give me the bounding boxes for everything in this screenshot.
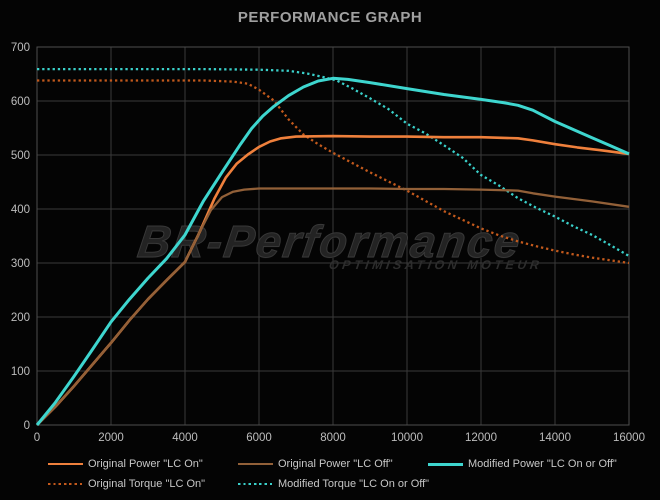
y-tick-label: 500 bbox=[11, 150, 30, 162]
x-tick-label: 16000 bbox=[613, 432, 645, 444]
x-tick-label: 0 bbox=[34, 432, 40, 444]
series-original-torque-lc-on bbox=[37, 79, 630, 265]
y-tick-label: 300 bbox=[11, 258, 30, 270]
series-original-power-lc-on bbox=[36, 134, 630, 426]
y-tick-label: 600 bbox=[11, 96, 30, 108]
x-tick-label: 14000 bbox=[539, 432, 571, 444]
series-modified-torque-lc-on-or-off bbox=[37, 67, 630, 257]
series-original-power-lc-off bbox=[36, 187, 630, 426]
x-tick-label: 6000 bbox=[246, 432, 272, 444]
y-tick-label: 0 bbox=[24, 420, 30, 432]
series-modified-power-lc-on-or-off bbox=[35, 76, 630, 426]
y-tick-label: 200 bbox=[11, 312, 30, 324]
x-tick-label: 12000 bbox=[465, 432, 497, 444]
y-tick-label: 100 bbox=[11, 366, 30, 378]
y-tick-label: 400 bbox=[11, 204, 30, 216]
x-tick-label: 2000 bbox=[98, 432, 124, 444]
chart-title: PERFORMANCE GRAPH bbox=[237, 9, 423, 26]
y-tick-label: 700 bbox=[11, 42, 30, 54]
plot-border bbox=[36, 46, 630, 426]
x-tick-label: 10000 bbox=[391, 432, 423, 444]
x-tick-label: 8000 bbox=[320, 432, 346, 444]
x-tick-label: 4000 bbox=[172, 432, 198, 444]
